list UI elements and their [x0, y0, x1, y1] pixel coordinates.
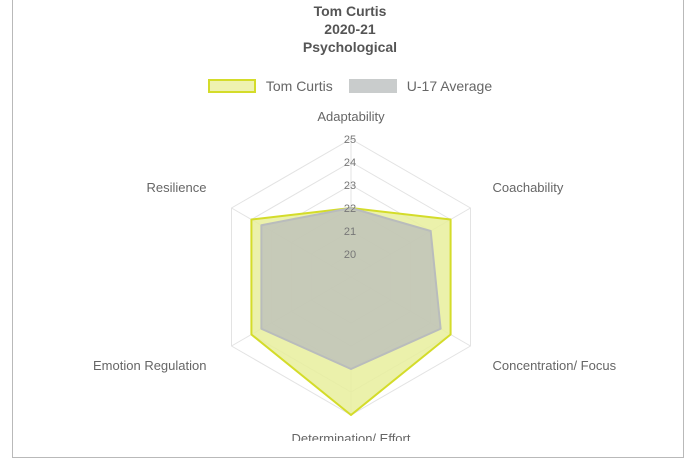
legend-label-player: Tom Curtis: [265, 78, 333, 94]
tick-label-0: 20: [344, 249, 356, 261]
legend-label-average: U-17 Average: [406, 78, 493, 94]
axis-label-4: Emotion Regulation: [93, 358, 206, 373]
axis-label-2: Concentration/ Focus: [493, 358, 617, 373]
axis-label-0: Adaptability: [317, 109, 385, 124]
series-area-1: [260, 207, 442, 370]
tick-label-1: 21: [344, 226, 356, 238]
title-line-season: 2020-21: [324, 21, 376, 37]
chart-title: Tom Curtis 2020-21 Psychological: [0, 2, 700, 56]
legend-item-average[interactable]: U-17 Average: [348, 78, 493, 94]
legend-swatch-average: [348, 79, 397, 93]
legend-swatch-player: [207, 79, 256, 93]
tick-label-2: 22: [344, 203, 356, 215]
tick-label-3: 23: [344, 180, 356, 192]
axis-label-1: Coachability: [493, 180, 564, 195]
title-line-category: Psychological: [302, 39, 398, 55]
axis-label-5: Resilience: [147, 180, 207, 195]
title-line-player: Tom Curtis: [313, 3, 387, 19]
axis-label-3: Determination/ Effort: [292, 431, 411, 441]
tick-label-4: 24: [344, 157, 356, 169]
radar-chart: 20 21 22 23 24 25 Adaptability Coachability Conc…: [93, 109, 617, 441]
tick-label-5: 25: [344, 134, 356, 146]
chart-legend: Tom Curtis U-17 Average: [0, 78, 700, 94]
legend-item-player[interactable]: Tom Curtis: [207, 78, 333, 94]
